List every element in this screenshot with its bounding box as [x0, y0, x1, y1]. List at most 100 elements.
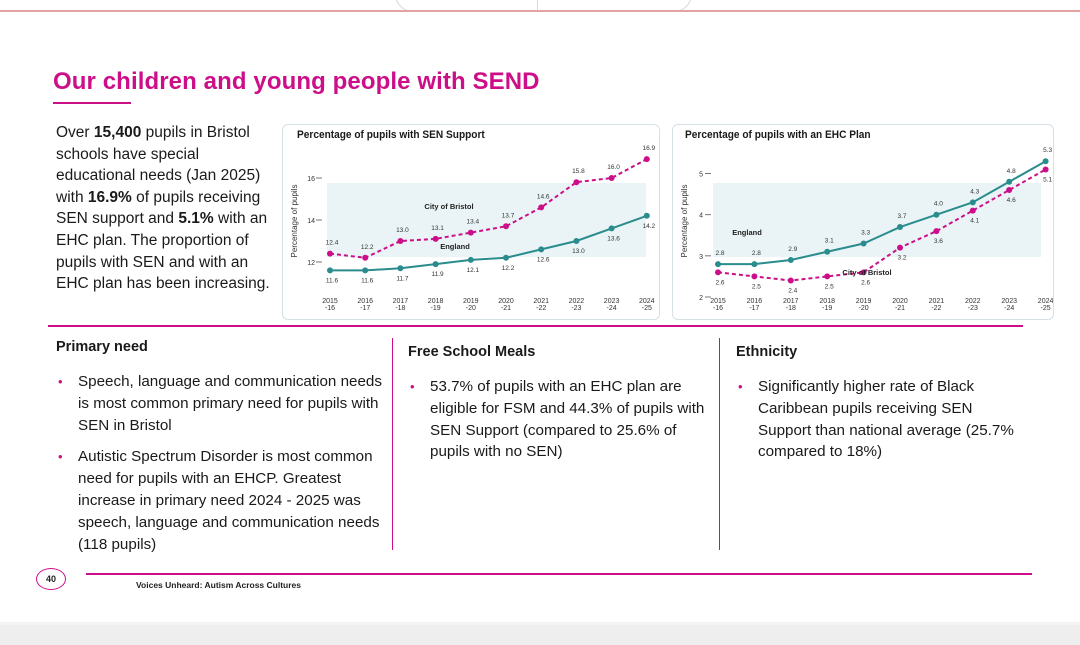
x-tick-label: -16 — [713, 305, 723, 312]
x-tick-label: -18 — [786, 305, 796, 312]
fsm-list: 53.7% of pupils with an EHC plan are eli… — [408, 376, 708, 473]
data-label: 3.2 — [897, 255, 906, 262]
data-label: 13.0 — [396, 227, 409, 234]
list-item: Autistic Spectrum Disorder is most commo… — [56, 446, 386, 555]
data-point — [1006, 178, 1013, 185]
list-item: Speech, language and communication needs… — [56, 371, 386, 436]
y-tick-label: 12 — [307, 260, 315, 267]
series-line-city-of-bristol — [329, 158, 648, 259]
data-point — [751, 261, 758, 268]
series-line-england — [718, 160, 1047, 266]
data-label: 2.4 — [788, 288, 797, 295]
intro-text-1: Over — [56, 124, 94, 141]
x-tick-label: 2022 — [569, 298, 585, 305]
list-item: 53.7% of pupils with an EHC plan are eli… — [408, 376, 708, 463]
data-label: 12.6 — [537, 256, 550, 263]
y-tick-label: 2 — [699, 295, 703, 302]
x-tick-label: -17 — [749, 305, 759, 312]
x-tick-label: -23 — [571, 305, 581, 312]
x-tick-label: -23 — [968, 305, 978, 312]
x-tick-label: -24 — [607, 305, 617, 312]
x-tick-label: 2024 — [1038, 298, 1053, 305]
x-tick-label: -25 — [642, 305, 652, 312]
data-label: 4.0 — [934, 201, 943, 208]
data-label: 2.6 — [715, 279, 724, 286]
fsm-heading: Free School Meals — [408, 344, 536, 360]
data-point — [643, 212, 650, 219]
x-tick-label: 2018 — [428, 298, 444, 305]
intro-pupil-count: 15,400 — [93, 124, 142, 141]
x-tick-label: 2019 — [856, 298, 872, 305]
data-label: 11.9 — [432, 271, 445, 278]
data-point — [467, 256, 474, 263]
tab-divider — [537, 0, 538, 10]
data-point — [1042, 158, 1049, 165]
sen-support-chart: Percentage of pupils with SEN Support Pe… — [282, 124, 660, 320]
data-point — [969, 207, 976, 214]
x-tick-label: -21 — [501, 305, 511, 312]
data-point — [897, 224, 903, 231]
primary-need-list: Speech, language and communication needs… — [56, 371, 386, 565]
data-point — [432, 261, 439, 268]
x-tick-label: 2023 — [604, 298, 620, 305]
data-point — [1006, 187, 1013, 194]
section-divider — [48, 325, 1023, 327]
data-point — [362, 267, 369, 274]
x-tick-label: -18 — [395, 305, 405, 312]
data-point — [897, 244, 903, 251]
data-label: 13.6 — [607, 235, 620, 242]
data-label: 2.6 — [861, 279, 870, 286]
y-tick-label: 4 — [699, 213, 703, 220]
data-point — [608, 225, 615, 232]
column-divider — [392, 338, 393, 550]
data-label: 16.9 — [642, 145, 655, 152]
series-label: England — [732, 228, 762, 237]
data-label: 4.3 — [970, 188, 979, 195]
x-tick-label: -19 — [431, 305, 441, 312]
footer-caption: Voices Unheard: Autism Across Cultures — [136, 580, 302, 590]
data-point — [327, 250, 333, 257]
data-point — [787, 277, 794, 284]
data-point — [824, 248, 831, 255]
x-tick-label: 2023 — [1001, 298, 1017, 305]
x-tick-label: -19 — [822, 305, 832, 312]
x-tick-label: -21 — [895, 305, 905, 312]
data-label: 4.1 — [970, 218, 979, 225]
chart-title: Percentage of pupils with an EHC Plan — [685, 129, 871, 141]
x-tick-label: -22 — [931, 305, 941, 312]
data-label: 14.2 — [642, 223, 655, 230]
data-label: 14.6 — [537, 193, 550, 200]
data-label: 12.2 — [361, 244, 374, 251]
data-label: 12.4 — [326, 240, 339, 247]
data-point — [969, 199, 976, 206]
data-label: 13.7 — [502, 212, 515, 219]
data-label: 3.1 — [825, 238, 834, 245]
data-point — [860, 240, 867, 247]
data-point — [432, 235, 439, 242]
x-tick-label: 2022 — [965, 298, 981, 305]
data-label: 13.4 — [466, 219, 479, 226]
series-label: City of Bristol — [424, 202, 473, 211]
bottom-bar — [0, 625, 1080, 645]
x-tick-label: -16 — [325, 305, 335, 312]
y-tick-label: 14 — [307, 218, 315, 225]
x-tick-label: 2015 — [322, 298, 338, 305]
data-label: 5.1 — [1043, 176, 1052, 183]
x-tick-label: -22 — [536, 305, 546, 312]
data-label: 3.3 — [861, 230, 870, 237]
primary-need-heading: Primary need — [56, 339, 148, 355]
data-label: 2.5 — [752, 283, 761, 290]
x-tick-label: -17 — [360, 305, 370, 312]
data-point — [573, 238, 580, 244]
x-tick-label: 2016 — [357, 298, 373, 305]
sen-support-chart-svg: Percentage of pupils 12 14 16 2015-16 2016-17… — [290, 145, 656, 312]
x-tick-label: -24 — [1004, 305, 1014, 312]
intro-text-4: with an EHC plan. The proportion of pupi… — [56, 210, 270, 293]
intro-ehc-percent: 5.1% — [178, 210, 214, 228]
series-line-city-of-bristol — [717, 168, 1047, 282]
ehc-plan-chart: Percentage of pupils with an EHC Plan Pe… — [672, 124, 1054, 320]
data-label: 16.0 — [607, 164, 620, 171]
y-tick-label: 3 — [699, 254, 703, 261]
x-tick-label: 2020 — [498, 298, 514, 305]
x-tick-label: 2018 — [819, 298, 835, 305]
